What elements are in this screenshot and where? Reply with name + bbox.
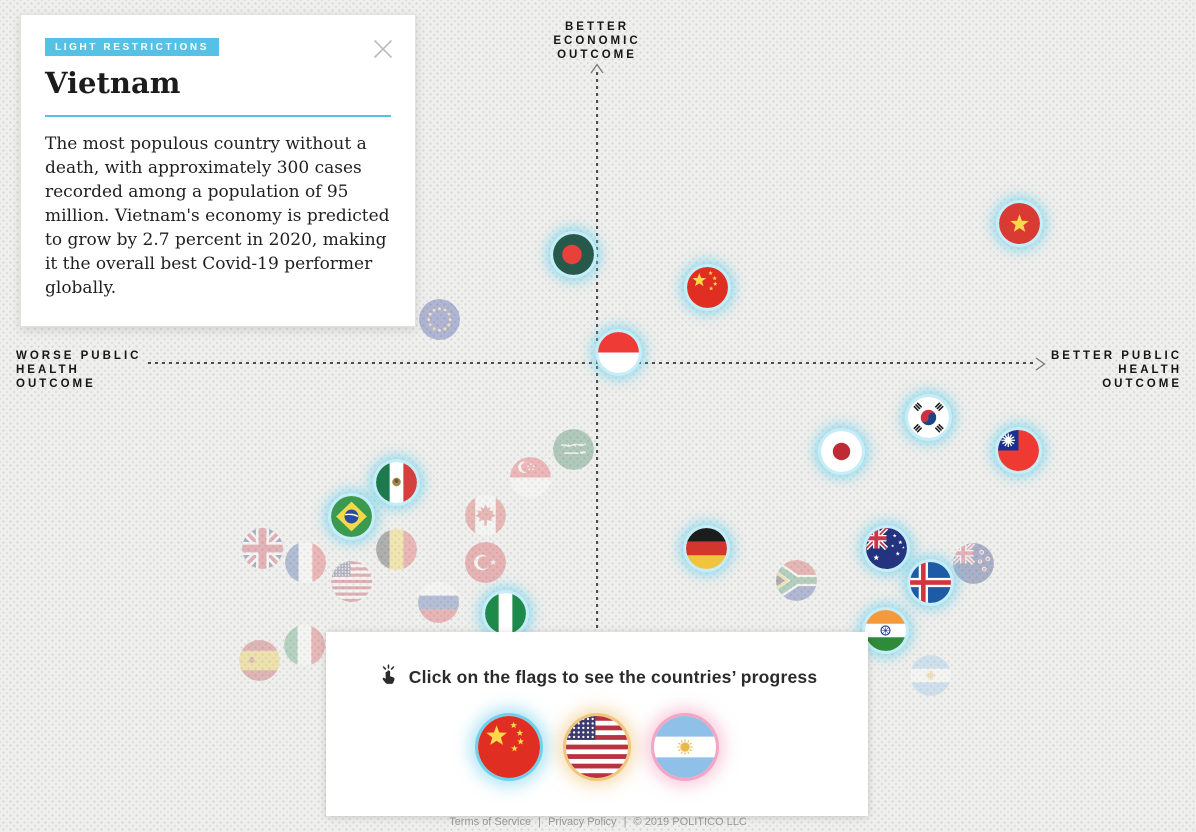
flag-singapore[interactable] xyxy=(509,456,551,498)
flag-bangladesh[interactable] xyxy=(552,233,594,275)
flag-belgium[interactable] xyxy=(375,528,417,570)
instruction-panel: Click on the flags to see the countries’… xyxy=(326,632,868,816)
footer-separator: | xyxy=(538,816,542,828)
footer-copyright: © 2019 POLITICO LLC xyxy=(633,816,747,828)
flag-uk[interactable] xyxy=(241,527,283,569)
flag-south-africa[interactable] xyxy=(775,559,817,601)
footer-link-privacy[interactable]: Privacy Policy xyxy=(548,816,617,828)
flag-australia[interactable] xyxy=(865,527,907,569)
panel-flags-row xyxy=(478,716,716,778)
footer-separator: | xyxy=(623,816,627,828)
country-title: Vietnam xyxy=(45,66,181,100)
flag-eu[interactable] xyxy=(418,298,460,340)
flag-iceland[interactable] xyxy=(909,561,951,603)
country-description: The most populous country without a deat… xyxy=(45,134,390,298)
footer: Terms of Service | Privacy Policy | © 20… xyxy=(0,816,1196,828)
y-axis-line xyxy=(596,72,598,816)
x-axis-label-worse: WORSE PUBLIC HEALTH OUTCOME xyxy=(16,350,142,390)
flag-italy[interactable] xyxy=(283,624,325,666)
x-axis-line xyxy=(148,362,1036,364)
tap-icon xyxy=(377,663,400,691)
flag-new-zealand[interactable] xyxy=(952,542,994,584)
flag-usa[interactable] xyxy=(330,560,372,602)
flag-russia[interactable] xyxy=(417,581,459,623)
flag-france[interactable] xyxy=(284,541,326,583)
flag-saudi-arabia[interactable] xyxy=(552,428,594,470)
flag-spain[interactable] xyxy=(238,639,280,681)
footer-link-terms[interactable]: Terms of Service xyxy=(449,816,532,828)
y-axis-label: BETTER ECONOMIC OUTCOME xyxy=(553,21,641,61)
tooltip-divider xyxy=(45,115,391,117)
flag-indonesia[interactable] xyxy=(597,331,639,373)
flag-india[interactable] xyxy=(864,609,906,651)
flag-taiwan[interactable] xyxy=(997,429,1039,471)
flag-germany[interactable] xyxy=(685,527,727,569)
flag-mexico[interactable] xyxy=(375,461,417,503)
instruction-text: Click on the flags to see the countries’… xyxy=(408,666,818,687)
close-icon[interactable] xyxy=(371,37,395,61)
flag-turkey[interactable] xyxy=(464,541,506,583)
flag-south-korea[interactable] xyxy=(907,396,949,438)
x-axis-arrow-right-icon xyxy=(1035,357,1046,371)
flag-china[interactable] xyxy=(686,266,728,308)
flag-argentina[interactable] xyxy=(909,654,951,696)
flag-canada[interactable] xyxy=(464,494,506,536)
y-axis-arrow-up-icon xyxy=(590,63,604,74)
panel-flag-usa[interactable] xyxy=(566,716,628,778)
panel-flag-china[interactable] xyxy=(478,716,540,778)
flag-brazil[interactable] xyxy=(330,495,372,537)
flag-japan[interactable] xyxy=(820,430,862,472)
restriction-level-badge: LIGHT RESTRICTIONS xyxy=(45,38,220,56)
x-axis-label-better: BETTER PUBLIC HEALTH OUTCOME xyxy=(1051,350,1182,390)
flag-vietnam[interactable] xyxy=(998,202,1040,244)
country-tooltip: LIGHT RESTRICTIONS Vietnam The most popu… xyxy=(20,14,416,327)
flag-nigeria[interactable] xyxy=(484,592,526,634)
panel-flag-argentina[interactable] xyxy=(654,716,716,778)
